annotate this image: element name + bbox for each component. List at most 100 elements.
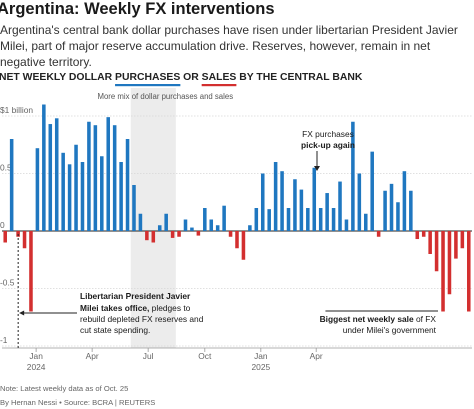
bar [260,173,265,231]
bar [132,185,136,231]
bar [248,225,252,231]
grid: $1 billion 0.5 0 -0.5 -1 [0,105,472,347]
shaded-period [130,88,176,348]
bar [16,231,20,237]
bar [100,156,104,231]
bar [22,231,27,249]
bar [402,171,407,231]
chart-title-or: OR [180,72,201,83]
bar [48,124,53,231]
bar [286,208,291,231]
x-tick-label: Jan [254,351,268,361]
y-tick-label: -0.5 [0,278,15,288]
dek: Argentina's central bank dollar purchase… [0,23,458,69]
footer-credit: By Hernan Nessi • Source: BCRA | REUTERS [0,398,156,407]
bar [383,190,387,231]
bar [145,231,149,241]
bar [447,231,452,295]
shaded-period-label: More mix of dollar purchases and sales [97,92,233,101]
chart-title-prefix: NET WEEKLY DOLLAR [0,72,115,83]
bar [273,162,278,231]
bar [280,171,284,231]
bar [467,231,471,312]
bar [428,231,432,254]
bar [254,208,259,231]
bar [74,144,78,231]
bar [370,151,374,231]
milei-note-line3: rebuild depleted FX reserves and [80,314,204,324]
bar [338,181,342,231]
bar [29,231,33,312]
x-tick-label: Apr [86,351,99,361]
footer-note: Note: Latest weekly data as of Oct. 25 [0,384,129,393]
bar [209,219,214,231]
milei-note-line2: Milei takes office, pledges to [80,303,191,313]
bar [151,231,156,243]
x-year-label: 2025 [252,362,271,372]
bar [215,225,220,231]
x-tick-label: Apr [310,351,323,361]
bar [42,104,46,231]
bar [203,208,207,231]
fx-pickup-line2: pick-up again [301,140,355,150]
fx-pickup-arrowhead [314,166,320,171]
bar [235,231,239,249]
bar [454,231,458,259]
bar [325,193,329,231]
bar [3,231,7,243]
chart-title-suffix: BY THE CENTRAL BANK [236,72,363,83]
bar [157,225,162,231]
bar [357,173,362,231]
bar [119,162,123,231]
bar [293,179,297,231]
biggest-sale-bold: Biggest net weekly sale [320,314,414,324]
y-tick-label: $1 billion [0,105,33,115]
milei-note-rest: pledges to [149,303,190,313]
bar [312,167,317,231]
bar [363,213,368,231]
bar [344,219,349,231]
sales-underline [201,84,237,87]
bar [331,208,336,231]
bar [61,152,65,231]
bar [351,121,355,231]
bar [183,219,188,231]
y-tick-label: 0.5 [0,163,12,173]
milei-arrowhead [19,310,25,316]
bar [241,231,246,260]
bars [3,104,471,312]
biggest-sale-line2: under Milei's government [343,325,437,335]
bar [228,231,233,237]
milei-note-line4: cut state spending. [80,325,150,335]
y-tick-label: 0 [0,220,5,230]
purchases-underline [115,84,181,87]
y-tick-label: -1 [0,335,8,345]
bar [415,231,420,240]
x-tick-label: Jul [143,351,154,361]
bar [306,208,310,231]
bar [9,139,14,231]
chart-title-sales: SALES [202,72,237,83]
bar [80,162,85,231]
bar [35,148,40,231]
headline: Argentina: Weekly FX interventions [0,0,275,18]
bar [125,139,130,231]
bar [177,231,181,237]
bar [267,209,271,231]
x-tick-label: Oct [198,351,212,361]
bar [441,231,445,312]
bar [421,231,426,237]
bar [112,125,117,231]
chart-title: NET WEEKLY DOLLAR PURCHASES OR SALES BY … [0,72,363,83]
bar [434,231,439,272]
bar [396,202,400,231]
bar [318,208,323,231]
milei-note-bold: Milei takes office, [80,303,149,313]
biggest-sale-rest: of FX [414,314,437,324]
fx-pickup-line1: FX purchases [302,129,354,139]
bar [164,213,168,231]
chart-title-purchases: PURCHASES [115,72,180,83]
x-year-label: 2024 [27,362,46,372]
bar [196,231,201,236]
bar [170,231,175,238]
